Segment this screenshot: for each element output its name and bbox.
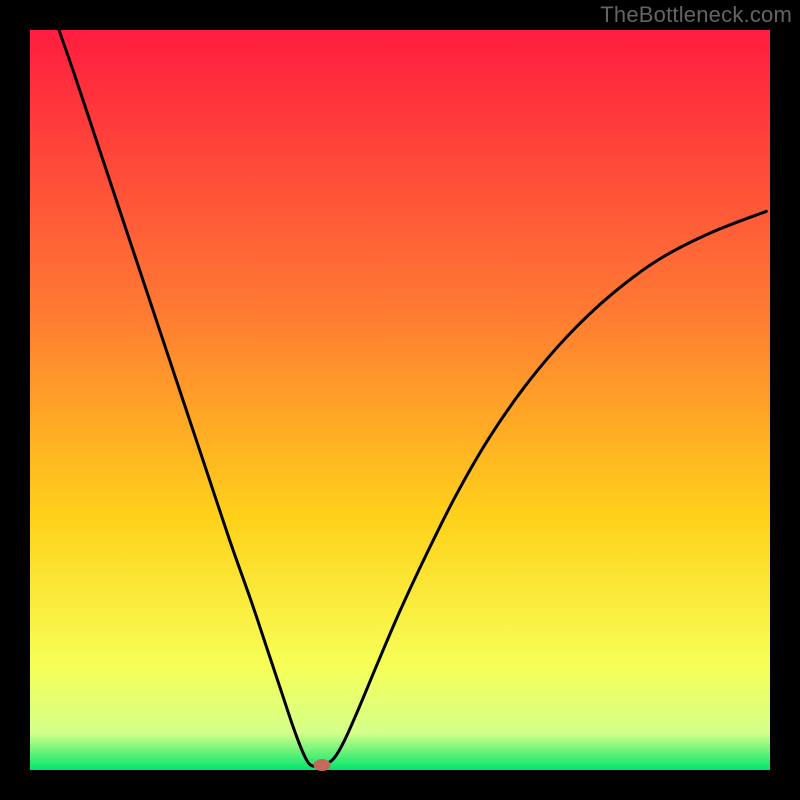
plot-area xyxy=(30,30,770,770)
chart-container: TheBottleneck.com xyxy=(0,0,800,800)
curve-minimum-marker xyxy=(314,759,331,771)
watermark-text: TheBottleneck.com xyxy=(600,2,792,28)
